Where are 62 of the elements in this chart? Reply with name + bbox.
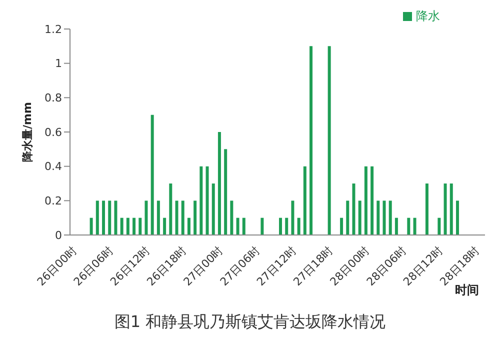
bar [376,200,380,235]
bar [102,200,106,235]
bar [382,200,386,235]
bar [438,218,441,235]
bar [175,200,178,235]
bar [260,218,264,235]
bar [236,218,240,235]
bar [297,218,300,235]
bar [444,184,447,235]
y-tick-label: 1.2 [44,22,62,36]
bar [364,166,368,235]
bar [310,46,313,235]
y-tick-label: 0.8 [44,92,62,105]
bar [126,218,130,235]
bar [242,218,246,235]
bar [150,114,154,235]
bar [90,218,93,235]
bar [144,200,148,235]
y-tick-label: 0.4 [44,160,62,174]
bar [212,184,215,235]
bar [230,200,234,235]
bar [120,218,124,235]
bar [407,218,410,235]
bar [346,200,350,235]
bar [352,184,356,235]
bar [114,200,118,235]
bar [163,218,166,235]
y-tick-label: 0.6 [44,126,62,139]
bar [218,132,221,235]
bar [413,218,416,235]
bar [200,166,203,235]
bar [206,166,209,235]
legend-label: 降水 [416,9,440,23]
bar [194,200,197,235]
bar [450,184,453,235]
bar [456,200,459,235]
bar [340,218,344,235]
text: 图1 和静县巩乃斯镇艾肯达坂降水情况 [113,312,387,333]
bar [291,200,294,235]
bar [181,200,184,235]
bar [187,218,190,235]
bar [370,166,374,235]
bar [328,46,331,235]
y-tick-label: 0.2 [44,194,62,208]
bar [108,200,112,235]
y-tick-label: 0 [55,228,62,242]
bar [96,200,99,235]
bar [303,166,306,235]
bar [138,218,142,235]
bar [132,218,136,235]
bar [358,200,362,235]
bar [156,200,160,235]
x-axis-title: 时间 [455,282,479,299]
bar [394,218,398,235]
bar [224,149,228,235]
y-axis-title: 降水量/mm [20,102,34,162]
y-tick-label: 1 [55,57,62,70]
bar [388,200,392,235]
bar [279,218,282,235]
bar [425,184,428,235]
bar [285,218,288,235]
bar [169,184,172,235]
